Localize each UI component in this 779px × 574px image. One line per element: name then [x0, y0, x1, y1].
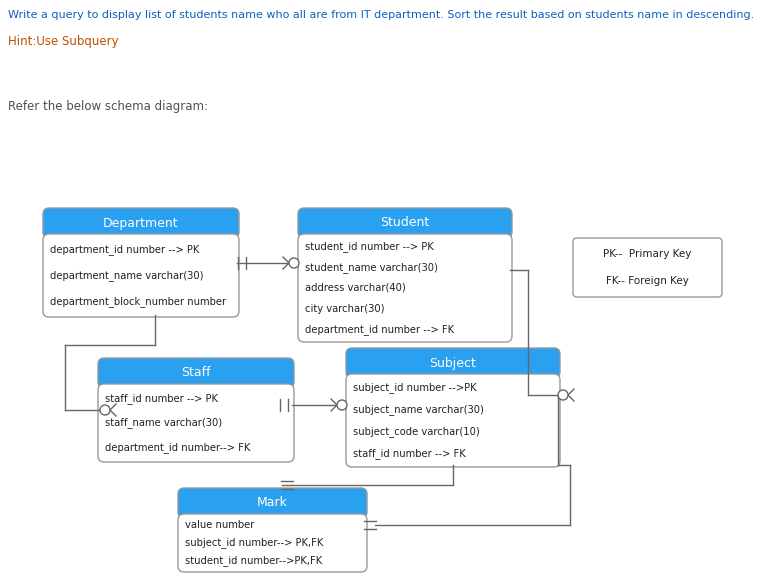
Text: Hint:Use Subquery: Hint:Use Subquery [8, 35, 118, 48]
Circle shape [100, 405, 110, 415]
Text: student_name varchar(30): student_name varchar(30) [305, 262, 438, 273]
FancyBboxPatch shape [43, 208, 239, 238]
Text: subject_name varchar(30): subject_name varchar(30) [353, 404, 484, 415]
Text: department_id number --> PK: department_id number --> PK [50, 244, 199, 255]
Text: value number: value number [185, 520, 255, 530]
Text: staff_id number --> FK: staff_id number --> FK [353, 448, 466, 459]
FancyBboxPatch shape [298, 208, 512, 238]
Text: Subject: Subject [429, 356, 477, 370]
Text: subject_id number--> PK,FK: subject_id number--> PK,FK [185, 537, 323, 548]
Text: Staff: Staff [182, 367, 211, 379]
FancyBboxPatch shape [346, 374, 560, 467]
FancyBboxPatch shape [43, 234, 239, 317]
Text: city varchar(30): city varchar(30) [305, 304, 385, 314]
Text: address varchar(40): address varchar(40) [305, 283, 406, 293]
Circle shape [289, 258, 299, 268]
FancyBboxPatch shape [178, 514, 367, 572]
FancyBboxPatch shape [298, 234, 512, 342]
FancyBboxPatch shape [346, 348, 560, 378]
Circle shape [337, 400, 347, 410]
Text: student_id number-->PK,FK: student_id number-->PK,FK [185, 556, 323, 567]
Text: Mark: Mark [257, 497, 288, 510]
Text: staff_id number --> PK: staff_id number --> PK [105, 393, 218, 404]
FancyBboxPatch shape [178, 488, 367, 518]
Text: department_id number--> FK: department_id number--> FK [105, 442, 250, 453]
Text: PK--  Primary Key: PK-- Primary Key [603, 249, 692, 259]
Text: department_block_number number: department_block_number number [50, 296, 226, 307]
Text: subject_code varchar(10): subject_code varchar(10) [353, 426, 480, 437]
Text: Refer the below schema diagram:: Refer the below schema diagram: [8, 100, 208, 113]
Text: subject_id number -->PK: subject_id number -->PK [353, 382, 477, 393]
FancyBboxPatch shape [98, 358, 294, 388]
Text: department_id number --> FK: department_id number --> FK [305, 324, 454, 335]
Circle shape [558, 390, 568, 400]
Text: staff_name varchar(30): staff_name varchar(30) [105, 417, 222, 428]
Text: FK-- Foreign Key: FK-- Foreign Key [606, 276, 689, 286]
Text: Department: Department [103, 216, 179, 230]
Text: student_id number --> PK: student_id number --> PK [305, 241, 434, 252]
FancyBboxPatch shape [573, 238, 722, 297]
Text: department_name varchar(30): department_name varchar(30) [50, 270, 203, 281]
Text: Write a query to display list of students name who all are from IT department. S: Write a query to display list of student… [8, 10, 754, 20]
FancyBboxPatch shape [98, 384, 294, 462]
Text: Student: Student [380, 216, 430, 230]
